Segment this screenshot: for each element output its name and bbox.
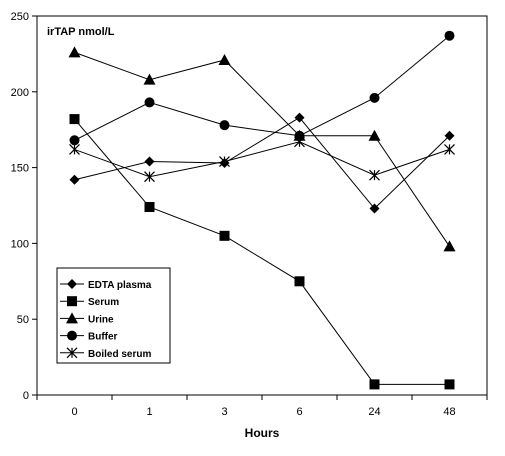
data-point: [369, 379, 380, 390]
y-tick-label: 250: [11, 11, 29, 23]
series-line: [74, 118, 450, 385]
y-tick-label: 0: [23, 390, 29, 402]
legend-label: Buffer: [88, 332, 118, 343]
data-point: [444, 30, 455, 41]
series-line: [74, 35, 450, 141]
data-point: [69, 135, 80, 146]
x-tick-label: 6: [296, 406, 302, 418]
data-point: [69, 114, 80, 125]
series-buffer: [69, 30, 455, 146]
data-point: [294, 276, 305, 287]
data-point: [444, 143, 455, 155]
x-tick-label: 48: [443, 406, 455, 418]
x-tick-label: 3: [221, 406, 227, 418]
data-point: [368, 129, 381, 141]
legend-marker: [66, 347, 78, 359]
legend-label: EDTA plasma: [88, 280, 152, 291]
x-tick-label: 0: [71, 406, 77, 418]
series-serum: [69, 114, 455, 390]
legend-marker: [67, 279, 77, 289]
legend-item: Urine: [60, 312, 114, 325]
legend-marker: [66, 312, 78, 324]
legend-label: Boiled serum: [88, 349, 151, 360]
x-axis-title: Hours: [245, 426, 280, 440]
legend: EDTA plasma Serum Urine Buffer Boiled serum: [56, 267, 171, 364]
data-point: [444, 379, 455, 390]
data-point: [144, 156, 155, 167]
data-point: [69, 174, 80, 185]
y-axis-unit-label: irTAP nmol/L: [47, 26, 115, 38]
data-point: [219, 230, 230, 241]
data-point: [69, 143, 80, 155]
data-point: [369, 92, 380, 103]
data-point: [369, 203, 380, 214]
data-point: [143, 73, 156, 85]
data-point: [294, 136, 305, 148]
y-tick-label: 100: [11, 238, 29, 250]
data-point: [369, 169, 380, 181]
data-point: [444, 130, 455, 141]
data-point: [219, 120, 230, 131]
legend-marker: [67, 330, 77, 341]
data-point: [218, 53, 231, 65]
legend-label: Urine: [88, 314, 114, 325]
legend-item: Serum: [60, 296, 119, 308]
legend-label: Serum: [88, 297, 119, 308]
data-point: [294, 112, 305, 123]
data-point: [294, 130, 305, 141]
data-point: [219, 156, 230, 167]
data-point: [144, 202, 155, 213]
data-point: [144, 171, 155, 183]
x-tick-label: 24: [368, 406, 380, 418]
axis-ticks: 0 50 100 150 200 250 0 1 3 6 24 48: [11, 11, 488, 418]
series-line: [74, 116, 450, 210]
series-line: [74, 141, 450, 178]
series-boiled-serum: [69, 136, 455, 183]
y-tick-label: 150: [11, 163, 29, 175]
y-tick-label: 200: [11, 87, 29, 99]
y-tick-label: 50: [17, 314, 29, 326]
data-point: [68, 46, 81, 58]
legend-item: Buffer: [60, 330, 118, 343]
data-point: [443, 240, 456, 252]
series-line: [74, 51, 450, 247]
series-edta-plasma: [69, 112, 455, 214]
series-group: [68, 30, 456, 390]
legend-marker: [67, 296, 77, 307]
x-tick-label: 1: [146, 406, 152, 418]
data-point: [144, 97, 155, 108]
legend-item: Boiled serum: [60, 347, 151, 360]
legend-item: EDTA plasma: [60, 279, 152, 291]
